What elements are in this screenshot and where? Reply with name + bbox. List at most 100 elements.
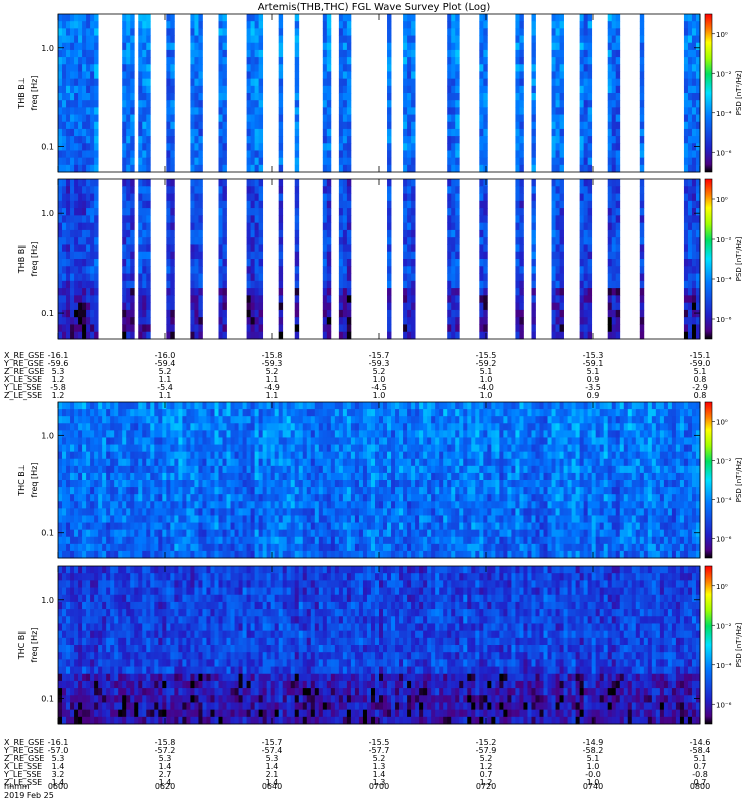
spectrogram-cell (246, 451, 251, 460)
spectrogram-cell (439, 494, 444, 502)
spectrogram-cell (695, 324, 701, 333)
y-axis-label: freq [Hz] (30, 76, 39, 111)
spectrogram-cell (166, 57, 171, 65)
spectrogram-cell (246, 128, 251, 137)
spectrogram-cell (90, 515, 95, 523)
spectrogram-cell (62, 222, 67, 231)
spectrogram-cell (435, 416, 440, 424)
spectrogram-cell (226, 494, 231, 502)
spectrogram-cell (407, 85, 412, 94)
spectrogram-cell (326, 522, 332, 531)
spectrogram-cell (455, 193, 460, 202)
spectrogram-cell (258, 143, 264, 151)
spectrogram-cell (86, 451, 91, 460)
spectrogram-cell (403, 215, 408, 224)
spectrogram-cell (254, 93, 260, 101)
spectrogram-cell (314, 402, 320, 410)
spectrogram-cell (463, 515, 468, 523)
spectrogram-cell (126, 121, 131, 130)
spectrogram-cell (395, 515, 400, 523)
spectrogram-cell (146, 501, 151, 509)
spectrogram-cell (62, 251, 67, 260)
spectrogram-cell (387, 494, 392, 502)
spectrogram-cell (278, 244, 284, 253)
spectrogram-cell (174, 536, 179, 545)
spectrogram-cell (222, 100, 227, 108)
spectrogram-cell (58, 288, 63, 296)
spectrogram-cell (411, 136, 416, 144)
spectrogram-cell (515, 309, 520, 318)
spectrogram-cell (246, 222, 251, 231)
spectrogram-cell (395, 529, 400, 538)
spectrogram-cell (170, 150, 175, 159)
spectrogram-cell (178, 522, 183, 531)
spectrogram-cell (90, 409, 95, 417)
spectrogram-cell (254, 324, 260, 333)
spectrogram-cell (467, 451, 472, 460)
spectrogram-cell (86, 295, 91, 304)
spectrogram-cell (395, 430, 400, 438)
spectrogram-cell (138, 78, 143, 87)
spectrogram-cell (403, 121, 408, 130)
spectrogram-cell (242, 402, 247, 410)
spectrogram-cell (222, 423, 227, 431)
spectrogram-cell (162, 522, 167, 531)
spectrogram-cell (106, 529, 111, 538)
spectrogram-cell (166, 550, 171, 559)
spectrogram-cell (551, 200, 556, 209)
spectrogram-cell (691, 288, 697, 296)
spectrogram-cell (74, 522, 79, 531)
spectrogram-cell (395, 416, 400, 424)
spectrogram-cell (515, 266, 520, 274)
spectrogram-cell (391, 494, 396, 502)
spectrogram-cell (126, 215, 131, 224)
spectrogram-cell (250, 458, 256, 467)
spectrogram-cell (427, 487, 432, 495)
spectrogram-cell (146, 150, 151, 159)
spectrogram-cell (222, 42, 227, 51)
spectrogram-cell (202, 529, 207, 538)
spectrogram-cell (278, 128, 284, 137)
spectrogram-cell (322, 229, 328, 238)
spectrogram-cell (330, 543, 336, 552)
spectrogram-cell (350, 437, 356, 445)
spectrogram-cell (138, 21, 143, 29)
spectrogram-cell (290, 522, 296, 531)
spectrogram-cell (455, 186, 460, 194)
spectrogram-cell (126, 49, 131, 58)
spectrogram-cell (70, 57, 75, 65)
spectrogram-cell (615, 28, 621, 36)
spectrogram-cell (98, 501, 103, 509)
spectrogram-cell (455, 487, 460, 495)
spectrogram-cell (374, 416, 380, 424)
spectrogram-cell (262, 437, 268, 445)
spectrogram-cell (451, 35, 456, 44)
spectrogram-cell (346, 251, 352, 260)
spectrogram-cell (451, 280, 456, 289)
spectrogram-cell (615, 35, 621, 44)
spectrogram-cell (278, 100, 284, 108)
spectrogram-cell (134, 423, 139, 431)
spectrogram-cell (82, 164, 87, 173)
spectrogram-cell (198, 100, 203, 108)
spectrogram-cell (447, 78, 452, 87)
spectrogram-cell (407, 309, 412, 318)
spectrogram-cell (451, 458, 456, 467)
spectrogram-cell (134, 430, 139, 438)
spectrogram-cell (166, 302, 171, 311)
spectrogram-cell (611, 295, 617, 304)
spectrogram-cell (270, 508, 276, 516)
spectrogram-cell (322, 451, 328, 460)
spectrogram-cell (86, 179, 91, 187)
spectrogram-cell (350, 487, 356, 495)
spectrogram-cell (282, 451, 288, 460)
spectrogram-cell (326, 114, 332, 123)
spectrogram-cell (174, 423, 179, 431)
spectrogram-cell (250, 550, 256, 559)
spectrogram-cell (222, 186, 227, 194)
spectrogram-cell (358, 522, 364, 531)
spectrogram-cell (266, 423, 272, 431)
spectrogram-cell (90, 100, 95, 108)
spectrogram-cell (146, 280, 151, 289)
spectrogram-cell (94, 121, 99, 130)
